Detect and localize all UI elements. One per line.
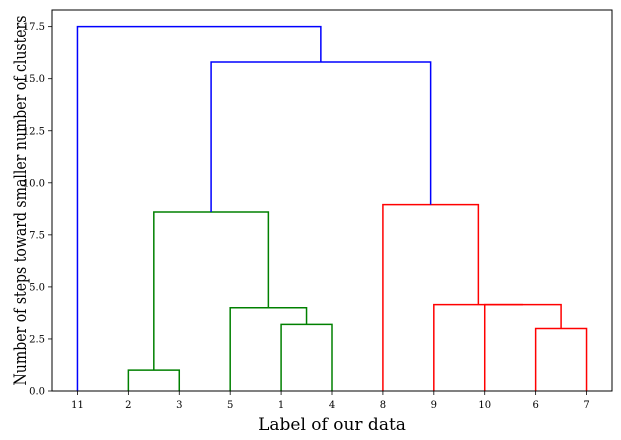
leaf-label-9: 9: [431, 400, 437, 411]
link-green-red: [210, 61, 432, 212]
leaf-label-2: 2: [125, 400, 131, 411]
y-tick-label: 5.0: [29, 282, 45, 293]
link-red-root: [382, 203, 480, 391]
x-axis-title: Label of our data: [258, 415, 406, 435]
leaf-label-6: 6: [532, 400, 538, 411]
y-tick-label: 17.5: [23, 22, 45, 33]
y-axis-ticks: 0.0 2.5 5.0 7.5 10.0 12.5 15.0 17.5: [23, 22, 52, 398]
y-tick-label: 0.0: [29, 387, 45, 398]
link-6-7: [534, 327, 588, 391]
link-1-4: [280, 323, 333, 391]
leaf-label-4: 4: [329, 400, 335, 411]
leaf-label-1: 1: [278, 400, 284, 411]
y-tick-label: 12.5: [23, 126, 45, 137]
link-green-root: [153, 211, 270, 371]
y-axis-title: Number of steps toward smaller number of…: [11, 16, 31, 386]
x-axis-ticks: 11 2 3 5 1 4 8 9 10 6 7: [71, 391, 590, 411]
y-tick-label: 10.0: [23, 178, 45, 189]
link-10-6-7: [483, 303, 562, 391]
leaf-label-10: 10: [478, 400, 491, 411]
y-tick-label: 2.5: [29, 334, 45, 345]
link-2-3: [127, 369, 181, 391]
leaf-label-7: 7: [583, 400, 589, 411]
y-tick-label: 7.5: [29, 230, 45, 241]
link-5-1-4: [229, 306, 308, 391]
link-9-10-6-7: [433, 303, 523, 391]
leaf-label-3: 3: [176, 400, 182, 411]
leaf-label-5: 5: [227, 400, 233, 411]
leaf-label-8: 8: [380, 400, 386, 411]
dendrogram-links: [76, 25, 588, 391]
y-tick-label: 15.0: [23, 74, 45, 85]
link-root: [76, 25, 322, 391]
leaf-label-11: 11: [71, 400, 84, 411]
